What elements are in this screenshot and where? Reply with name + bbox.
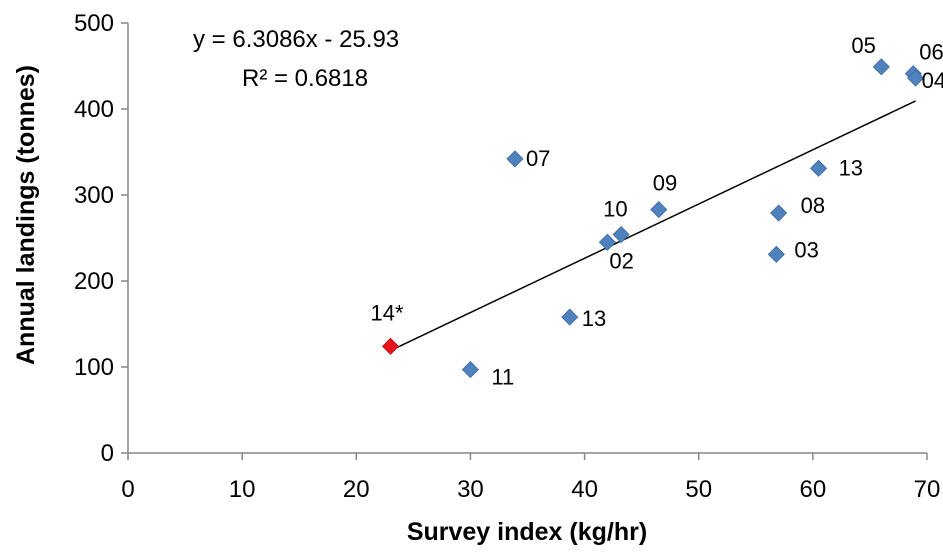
x-tick-label: 10	[229, 476, 256, 503]
x-tick-label: 70	[914, 476, 941, 503]
data-point	[872, 58, 890, 76]
data-label: 09	[653, 171, 677, 196]
x-ticks: 0 10 20 30 40 50 60 70	[121, 453, 940, 503]
y-axis-title: Annual landings (tonnes)	[12, 65, 40, 365]
x-tick-label: 20	[343, 476, 370, 503]
x-tick-label: 40	[571, 476, 598, 503]
data-point	[461, 361, 479, 379]
data-point	[612, 225, 630, 244]
data-label: 11	[491, 365, 514, 390]
data-point	[598, 233, 616, 251]
data-label: 04	[922, 68, 943, 93]
x-tick-label: 30	[457, 476, 484, 503]
point-labels: 05 06 04 07 13 09 08 10 02 03 13 14* 11	[371, 33, 943, 390]
data-label: 03	[794, 237, 818, 262]
data-point	[561, 308, 579, 326]
y-tick-label: 0	[101, 440, 114, 467]
r-squared-annotation: R² = 0.6818	[242, 65, 368, 92]
data-point	[809, 159, 828, 177]
data-point	[506, 150, 524, 168]
data-point	[767, 245, 785, 263]
data-label: 05	[851, 33, 875, 58]
data-label: 13	[839, 155, 863, 180]
y-tick-label: 400	[74, 96, 114, 123]
y-tick-label: 300	[74, 182, 114, 209]
x-axis-title: Survey index (kg/hr)	[407, 518, 647, 546]
y-tick-label: 100	[74, 354, 114, 381]
data-point	[381, 337, 400, 355]
data-point	[770, 204, 788, 222]
axes	[127, 23, 927, 454]
data-label: 08	[801, 193, 825, 218]
trendline	[390, 100, 916, 352]
y-tick-label: 500	[74, 10, 114, 37]
y-tick-label: 200	[74, 268, 114, 295]
data-point	[650, 201, 668, 219]
data-label: 02	[609, 248, 633, 273]
x-tick-label: 60	[800, 476, 827, 503]
y-ticks: 0 100 200 300 400 500	[74, 10, 128, 467]
data-points	[381, 58, 925, 379]
equation-annotation: y = 6.3086x - 25.93	[193, 26, 399, 53]
x-tick-label: 0	[121, 476, 134, 503]
data-label: 13	[582, 306, 606, 331]
data-label: 06	[919, 40, 943, 65]
x-tick-label: 50	[685, 476, 712, 503]
data-label: 14*	[371, 300, 404, 325]
data-label: 10	[603, 197, 627, 222]
data-point	[907, 69, 925, 87]
data-label: 07	[526, 146, 550, 171]
